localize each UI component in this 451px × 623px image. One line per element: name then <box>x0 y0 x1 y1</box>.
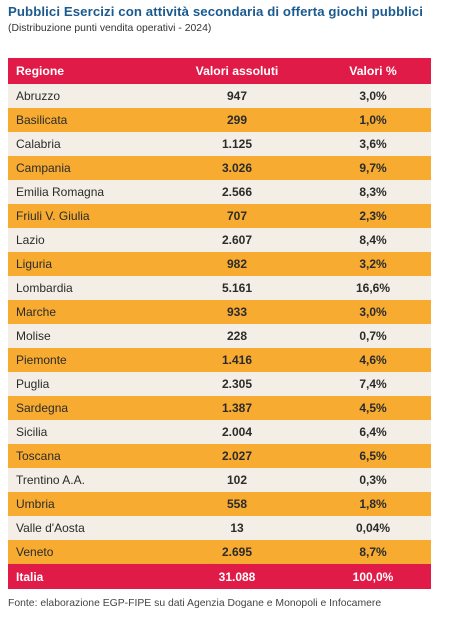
absolute-value-cell: 2.566 <box>221 185 253 199</box>
percent-value-cell: 4,6% <box>359 353 387 367</box>
region-cell: Emilia Romagna <box>16 185 105 199</box>
region-cell: Liguria <box>16 257 53 271</box>
table-row: Piemonte 1.416 4,6% <box>8 348 431 372</box>
table-row: Sicilia 2.004 6,4% <box>8 420 431 444</box>
absolute-value-cell: 1.125 <box>221 137 253 151</box>
region-cell: Toscana <box>16 449 61 463</box>
region-cell: Trentino A.A. <box>16 473 85 487</box>
percent-value-cell: 8,7% <box>359 545 387 559</box>
absolute-value-cell: 2.607 <box>221 233 253 247</box>
table-row: Calabria 1.125 3,6% <box>8 132 431 156</box>
absolute-value-cell: 2.305 <box>221 377 253 391</box>
table-row: Valle d'Aosta 13 0,04% <box>8 516 431 540</box>
region-cell: Basilicata <box>16 113 68 127</box>
table-row: Liguria 982 3,2% <box>8 252 431 276</box>
percent-value-cell: 6,4% <box>359 425 387 439</box>
region-cell: Lombardia <box>16 281 73 295</box>
percent-value-cell: 3,0% <box>359 305 387 319</box>
percent-value-cell: 2,3% <box>359 209 387 223</box>
region-cell: Campania <box>16 161 71 175</box>
region-cell: Friuli V. Giulia <box>16 209 90 223</box>
column-header-region: Regione <box>16 64 65 78</box>
table-row: Puglia 2.305 7,4% <box>8 372 431 396</box>
percent-value-cell: 16,6% <box>355 281 391 295</box>
percent-value-cell: 3,2% <box>359 257 387 271</box>
region-cell: Puglia <box>16 377 50 391</box>
region-cell: Veneto <box>16 545 54 559</box>
absolute-value-cell: 5.161 <box>221 281 253 295</box>
table-row: Molise 228 0,7% <box>8 324 431 348</box>
percent-value-cell: 3,6% <box>359 137 387 151</box>
percent-value-cell: 0,7% <box>359 329 387 343</box>
table-row: Basilicata 299 1,0% <box>8 108 431 132</box>
table-row: Emilia Romagna 2.566 8,3% <box>8 180 431 204</box>
absolute-value-cell: 102 <box>226 473 248 487</box>
absolute-value-cell: 2.695 <box>221 545 253 559</box>
total-absolute-cell: 31.088 <box>218 569 256 584</box>
table-row: Trentino A.A. 102 0,3% <box>8 468 431 492</box>
absolute-value-cell: 2.027 <box>221 449 253 463</box>
absolute-value-cell: 558 <box>226 497 248 511</box>
percent-value-cell: 0,04% <box>355 521 391 535</box>
table-row: Lombardia 5.161 16,6% <box>8 276 431 300</box>
percent-value-cell: 8,3% <box>359 185 387 199</box>
source-note: Fonte: elaborazione EGP-FIPE su dati Age… <box>8 598 382 609</box>
region-cell: Lazio <box>16 233 45 247</box>
absolute-value-cell: 228 <box>226 329 248 343</box>
column-header-absolute: Valori assoluti <box>195 64 279 78</box>
region-cell: Abruzzo <box>16 89 61 103</box>
page-title: Pubblici Esercizi con attività secondari… <box>8 4 423 19</box>
table-row: Marche 933 3,0% <box>8 300 431 324</box>
table-row: Abruzzo 947 3,0% <box>8 84 431 108</box>
absolute-value-cell: 1.387 <box>221 401 253 415</box>
percent-value-cell: 3,0% <box>359 89 387 103</box>
region-cell: Sicilia <box>16 425 48 439</box>
table-row: Toscana 2.027 6,5% <box>8 444 431 468</box>
table-header-row: Regione Valori assoluti Valori % <box>8 58 431 84</box>
region-cell: Calabria <box>16 137 61 151</box>
region-cell: Sardegna <box>16 401 69 415</box>
total-percent-cell: 100,0% <box>352 569 394 584</box>
percent-value-cell: 6,5% <box>359 449 387 463</box>
absolute-value-cell: 3.026 <box>221 161 253 175</box>
region-cell: Umbria <box>16 497 55 511</box>
percent-value-cell: 7,4% <box>359 377 387 391</box>
percent-value-cell: 8,4% <box>359 233 387 247</box>
absolute-value-cell: 947 <box>226 89 248 103</box>
region-cell: Molise <box>16 329 51 343</box>
table-row: Friuli V. Giulia 707 2,3% <box>8 204 431 228</box>
region-cell: Valle d'Aosta <box>16 521 85 535</box>
region-cell: Piemonte <box>16 353 67 367</box>
region-cell: Marche <box>16 305 57 319</box>
table-row: Sardegna 1.387 4,5% <box>8 396 431 420</box>
total-region-cell: Italia <box>16 569 44 584</box>
table-row: Umbria 558 1,8% <box>8 492 431 516</box>
percent-value-cell: 0,3% <box>359 473 387 487</box>
percent-value-cell: 1,8% <box>359 497 387 511</box>
table-total-row: Italia 31.088 100,0% <box>8 564 431 589</box>
data-table: Regione Valori assoluti Valori % Abruzzo… <box>8 58 431 589</box>
percent-value-cell: 9,7% <box>359 161 387 175</box>
percent-value-cell: 1,0% <box>359 113 387 127</box>
absolute-value-cell: 299 <box>226 113 248 127</box>
absolute-value-cell: 13 <box>230 521 244 535</box>
absolute-value-cell: 933 <box>226 305 248 319</box>
absolute-value-cell: 707 <box>226 209 248 223</box>
page-subtitle: (Distribuzione punti vendita operativi -… <box>8 23 212 34</box>
table-body: Abruzzo 947 3,0% Basilicata 299 1,0% Calabria 1… <box>8 84 431 564</box>
table-row: Campania 3.026 9,7% <box>8 156 431 180</box>
percent-value-cell: 4,5% <box>359 401 387 415</box>
absolute-value-cell: 2.004 <box>221 425 253 439</box>
table-row: Veneto 2.695 8,7% <box>8 540 431 564</box>
absolute-value-cell: 1.416 <box>221 353 253 367</box>
table-row: Lazio 2.607 8,4% <box>8 228 431 252</box>
absolute-value-cell: 982 <box>226 257 248 271</box>
column-header-percent: Valori % <box>349 64 397 78</box>
